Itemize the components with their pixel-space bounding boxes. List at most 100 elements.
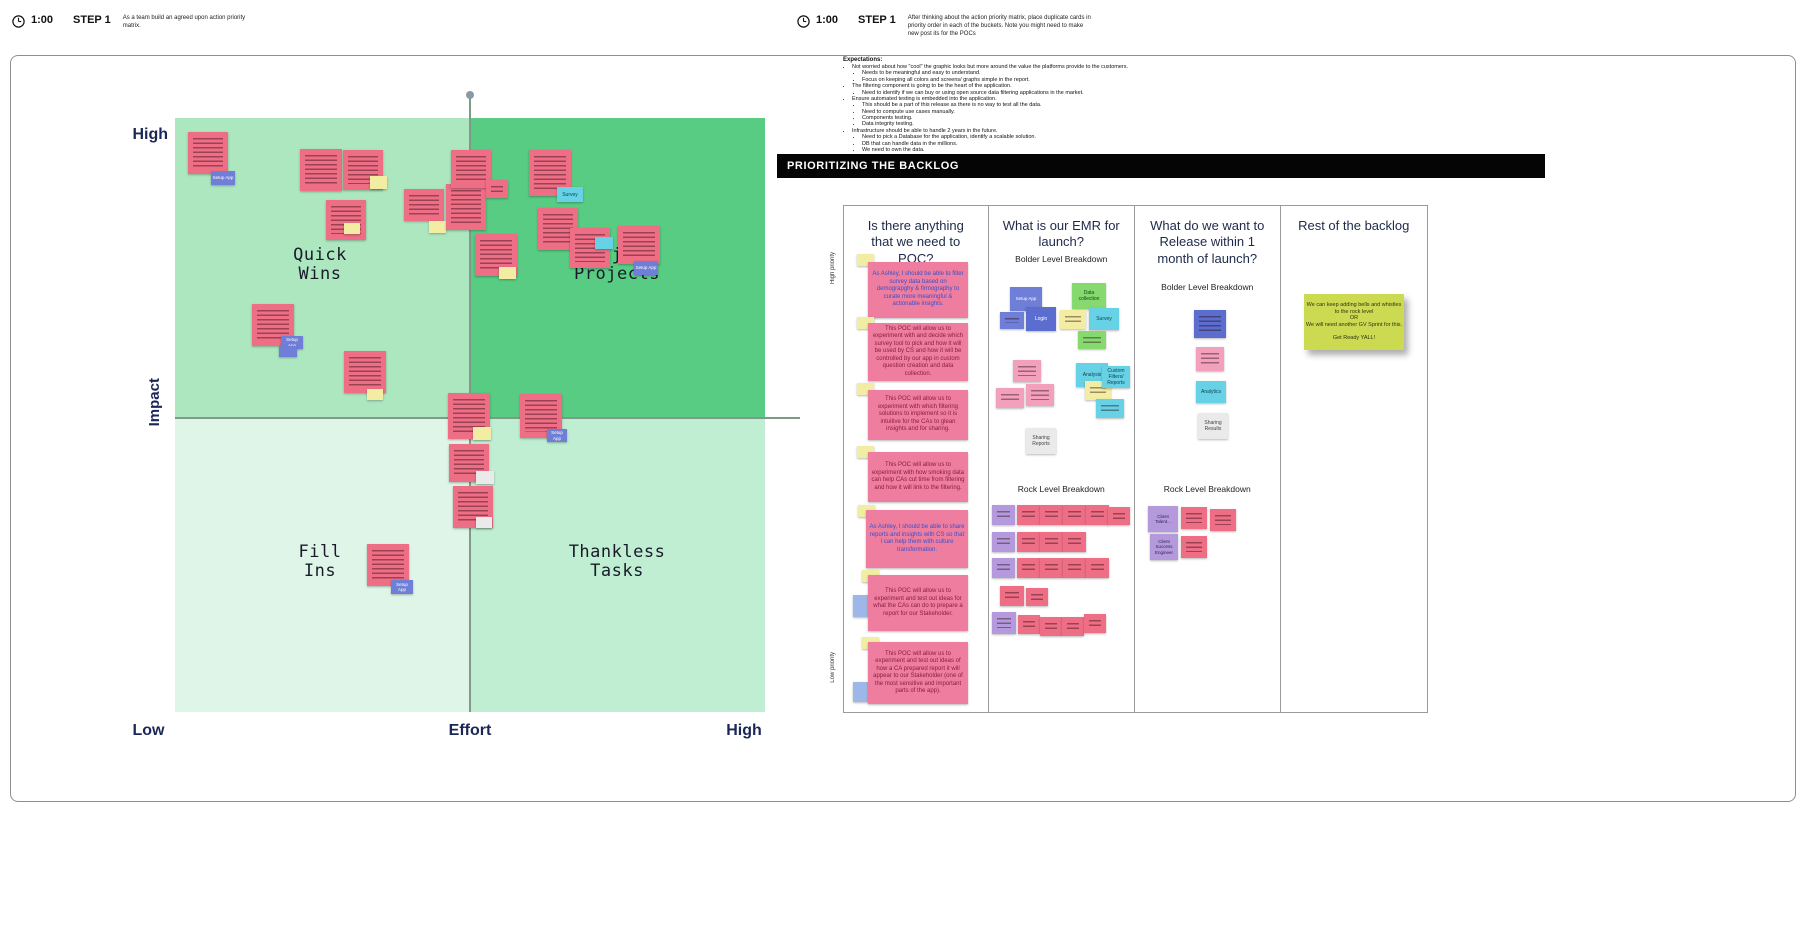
sticky-note[interactable]: As Ashley, I should be able to filter su… [868,262,968,318]
sticky-note[interactable] [279,346,297,357]
sticky-note[interactable] [1040,532,1063,552]
sticky-note[interactable] [1000,586,1024,606]
sticky-note-text: Analysis [1082,372,1102,378]
sticky-note[interactable] [1017,558,1040,578]
sticky-note[interactable] [1063,558,1086,578]
column-header: Is there anything that we need to POC? [867,218,964,266]
sticky-note[interactable] [1181,507,1207,529]
sticky-note[interactable]: Custom Filters/ Reports [1102,366,1130,388]
sticky-note[interactable] [1060,310,1086,329]
sticky-note[interactable] [1040,505,1063,525]
quadrant-thankless-tasks[interactable] [470,418,765,712]
sticky-note[interactable] [992,612,1016,634]
sticky-note[interactable] [1181,536,1207,558]
sticky-note[interactable] [1078,331,1106,349]
sticky-note[interactable] [367,544,409,586]
sticky-note[interactable] [370,176,387,189]
backlog-column-poc[interactable]: Is there anything that we need to POC? [844,206,989,712]
sticky-note[interactable] [344,223,360,234]
sticky-note[interactable] [1040,558,1063,578]
backlog-column-emr-launch[interactable]: What is our EMR for launch? Bolder Level… [989,206,1135,712]
quadrant-fill-ins[interactable] [175,418,470,712]
sticky-note[interactable] [1017,532,1040,552]
sticky-note[interactable] [1084,614,1106,633]
sticky-note-text: Data collection [1078,290,1100,302]
sticky-note[interactable] [429,221,446,233]
sticky-note[interactable] [252,304,294,346]
sticky-note[interactable] [300,149,342,191]
backlog-column-one-month[interactable]: What do we want to Release within 1 mont… [1135,206,1281,712]
sticky-note[interactable]: Sharing Reports [1026,428,1056,454]
timer-clock-icon [797,15,810,28]
sticky-note[interactable]: Analytics [1196,381,1226,403]
sticky-note[interactable]: Setup App [211,171,235,185]
sticky-note[interactable] [1194,310,1226,338]
sticky-note[interactable]: As Ashley, I should be able to share rep… [866,510,968,568]
sticky-note-text: Sharing Reports [1032,435,1050,447]
quadrant-major-projects[interactable] [470,118,765,418]
expectations-title: Expectations: [843,57,883,63]
expectation-item: The filtering component is going to be t… [852,83,1313,96]
sticky-note[interactable] [404,189,444,221]
sticky-note[interactable] [1062,617,1084,636]
sticky-note[interactable] [473,427,491,440]
sticky-note[interactable]: We can keep adding bells and whistles to… [1304,294,1404,350]
sticky-note[interactable]: Setup App [634,261,658,275]
sticky-note[interactable] [499,267,516,279]
sticky-note[interactable]: Setup App [281,336,303,349]
sticky-note[interactable]: Client Success Engineer [1150,534,1178,560]
sticky-note[interactable] [1040,617,1062,636]
sticky-note[interactable] [446,184,486,230]
sticky-note[interactable] [1026,588,1048,606]
sticky-note[interactable] [451,150,491,188]
sticky-note[interactable] [853,682,869,702]
sticky-note[interactable] [1086,505,1109,525]
sticky-note[interactable] [1210,509,1236,531]
quadrant-label-thankless-tasks: Thankless Tasks [568,542,666,581]
sticky-note[interactable]: Data collection [1072,283,1106,309]
sticky-note[interactable] [1013,360,1041,382]
sticky-note[interactable]: Login [1026,307,1056,331]
sticky-note[interactable] [520,394,562,438]
sticky-note[interactable] [1108,507,1130,525]
sticky-note[interactable] [367,389,383,400]
sticky-note[interactable] [618,226,660,264]
expectation-subitem: Need to pick a Database for the applicat… [862,134,1313,140]
sticky-note-text: We can keep adding bells and whistles to… [1305,302,1403,342]
sticky-note[interactable]: This POC will allow us to experiment and… [868,575,968,631]
sticky-note[interactable]: This POC will allow us to experiment wit… [868,390,968,440]
sticky-note[interactable] [992,558,1015,578]
sticky-note[interactable] [595,237,613,249]
sticky-note[interactable]: Survey [1089,308,1119,330]
sticky-note[interactable] [1018,615,1040,634]
sticky-note[interactable] [1196,347,1224,371]
sticky-note[interactable] [996,388,1024,408]
sticky-note[interactable] [486,180,508,198]
sticky-note[interactable] [1063,532,1086,552]
sticky-note[interactable] [326,200,366,240]
sticky-note[interactable]: Setup App [391,580,413,594]
sticky-note[interactable] [344,351,386,393]
sticky-note[interactable]: Setup App [547,429,567,442]
sticky-note[interactable]: This POC will allow us to experiment and… [868,642,968,704]
sticky-note[interactable] [1096,399,1124,418]
sticky-note[interactable]: This POC will allow us to experiment wit… [868,323,968,381]
sticky-note[interactable] [1086,558,1109,578]
sticky-note[interactable]: Client Talent... [1148,506,1178,532]
sticky-note[interactable] [992,532,1015,552]
backlog-column-rest[interactable]: Rest of the backlog [1281,206,1428,712]
sticky-note[interactable] [476,471,494,484]
sticky-note[interactable] [992,505,1015,525]
sticky-note[interactable] [1026,384,1054,406]
sticky-note[interactable] [188,132,228,174]
sticky-note[interactable] [476,517,492,528]
timer-clock-icon [12,15,25,28]
sticky-note[interactable]: Survey [557,187,583,202]
sticky-note[interactable] [853,595,869,617]
sticky-note[interactable]: This POC will allow us to experiment wit… [868,452,968,502]
sticky-note[interactable] [1000,312,1024,329]
sticky-note[interactable] [1017,505,1040,525]
sticky-note[interactable]: Sharing Results [1198,413,1228,439]
sticky-note[interactable] [1063,505,1086,525]
axis-label-effort-high: High [726,722,762,739]
